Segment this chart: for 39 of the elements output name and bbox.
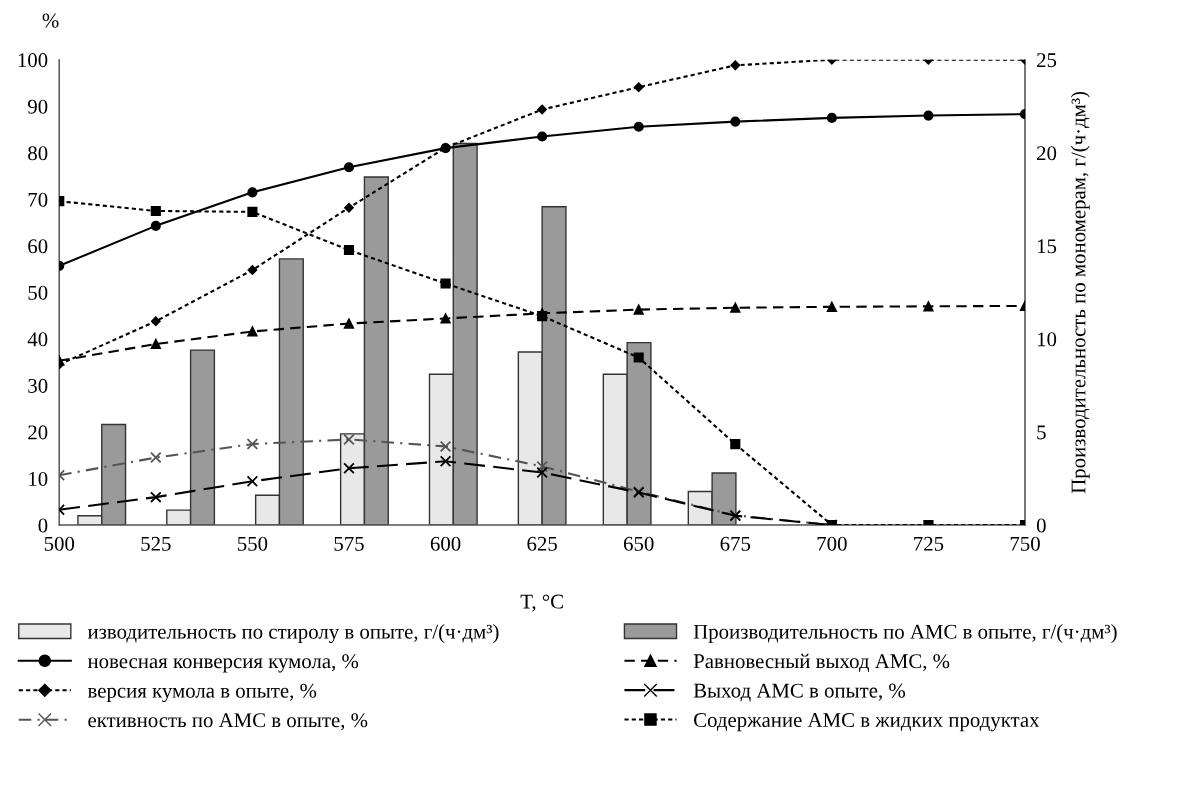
x-tick-label: 750 [1010,536,1040,551]
y-tick-label: 0 [38,518,48,533]
y2-tick-label: 5 [1037,425,1046,440]
legend-label: версия кумола в опыте, % [87,683,317,703]
x-tick-label: 525 [141,536,171,551]
y-tick-label: 50 [28,285,48,300]
y-tick-label: 30 [28,378,48,393]
y-tick-label: 80 [28,146,48,161]
x-axis-title: T, °C [520,594,563,612]
y2-tick-label: 25 [1037,53,1057,68]
legend-label: Содержание АМС в жидких продуктах [694,713,1040,732]
x-tick-label: 575 [334,536,364,551]
x-tick-label: 650 [623,536,654,551]
y-tick-label: 60 [28,239,48,254]
y2-tick-label: 0 [1036,518,1046,533]
x-tick-label: 500 [44,536,75,551]
y2-tick-label: 15 [1037,239,1057,254]
y2-axis-title: Производительность по мономерам, г/(ч·дм³) [1070,91,1090,494]
x-tick-label: 725 [914,536,944,551]
y-tick-label: 20 [28,425,48,440]
x-tick-label: 625 [527,536,557,551]
x-tick-label: 600 [430,536,461,551]
y-tick-label: 10 [29,471,48,486]
legend-label: Выход АМС в опыте, % [693,683,906,702]
y-tick-label: 40 [27,332,48,347]
y-tick-label: 70 [28,192,48,207]
y-tick-label: 100 [18,53,48,68]
x-tick-label: 675 [720,536,751,551]
x-tick-label: 700 [817,536,847,551]
legend-label: Производительность по АМС в опыте, г/(ч·дм³) [693,624,1117,643]
y2-tick-label: 10 [1037,332,1057,347]
legend-label: изводительность по стиролу в опыте, г/(ч·дм³) [87,624,499,644]
y-axis-title: % [42,13,59,28]
legend-label: Равновесный выход АМС, % [693,653,950,673]
y2-tick-label: 20 [1037,146,1057,161]
y-tick-label: 90 [27,99,48,114]
x-tick-label: 550 [237,536,268,551]
legend-label: ективность по АМС в опыте, % [88,713,368,731]
legend-label: новесная конверсия кумола, % [87,654,359,673]
